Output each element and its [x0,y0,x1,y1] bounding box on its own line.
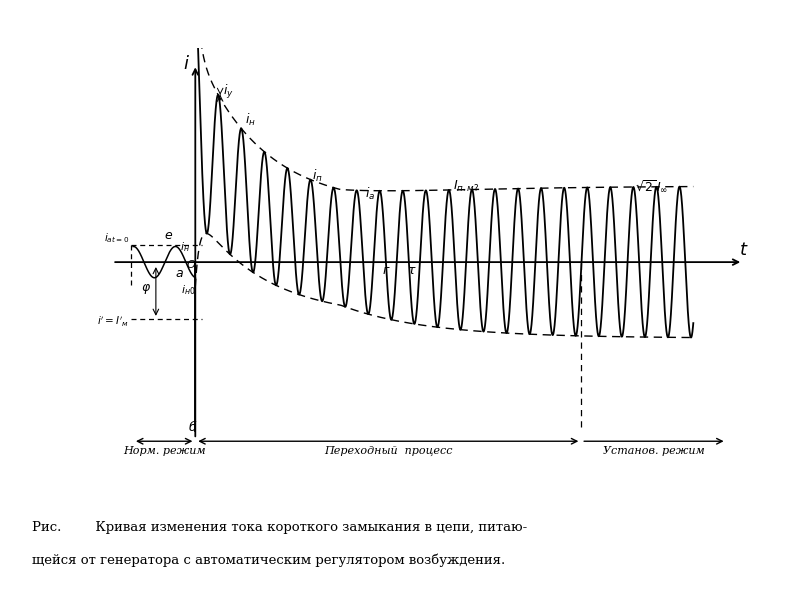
Text: $i$: $i$ [182,55,190,73]
Text: $г$: $г$ [382,263,390,277]
Text: $I_{п.м?}$: $I_{п.м?}$ [453,179,479,194]
Text: $i_у$: $i_у$ [223,83,234,101]
Text: $t$: $t$ [739,241,749,259]
Text: $i_{н0}$: $i_{н0}$ [181,283,195,297]
Text: $i_н$: $i_н$ [246,112,256,128]
Text: $O$: $O$ [186,258,197,270]
Text: $\varphi$: $\varphi$ [142,282,151,296]
Text: $\tau$: $\tau$ [407,263,417,277]
Text: Установ. режим: Установ. режим [603,446,705,455]
Text: Норм. режим: Норм. режим [123,446,206,455]
Text: $i_п$: $i_п$ [311,168,322,184]
Text: $i_а$: $i_а$ [366,186,376,202]
Text: $a$: $a$ [174,266,183,280]
Text: $i'=I'_м$: $i'=I'_м$ [97,314,129,329]
Text: $\sqrt{2}\,I_\infty$: $\sqrt{2}\,I_\infty$ [635,178,668,194]
Text: Переходный  процесс: Переходный процесс [324,446,453,456]
Text: $б$: $б$ [188,419,197,434]
Text: $e$: $e$ [164,229,174,242]
Text: Рис.        Кривая изменения тока короткого замыкания в цепи, питаю-: Рис. Кривая изменения тока короткого зам… [32,521,527,534]
Text: $i_{at=0}$: $i_{at=0}$ [104,232,129,245]
Text: $i_н$: $i_н$ [179,240,190,254]
Text: щейся от генератора с автоматическим регулятором возбуждения.: щейся от генератора с автоматическим рег… [32,553,506,567]
